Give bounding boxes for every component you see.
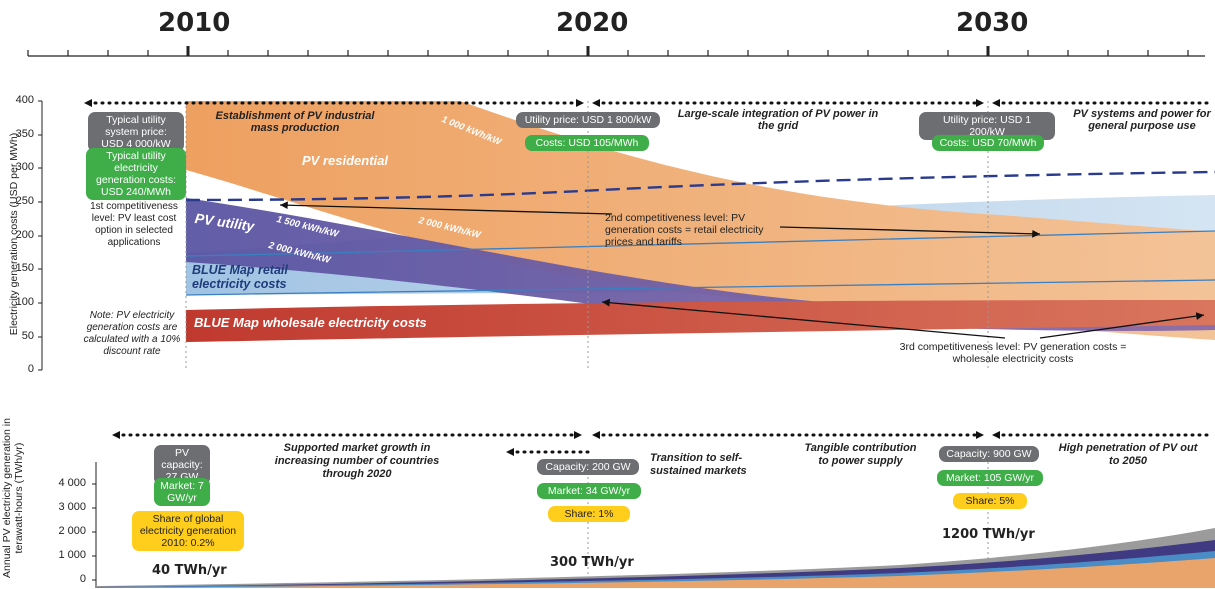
badge-share-2020: Share: 1% xyxy=(548,506,630,522)
y-tick-50: 50 xyxy=(21,330,34,342)
badge-cost-2010: Typical utility electricity generation c… xyxy=(86,148,186,200)
timeline-ruler xyxy=(27,46,1205,57)
year-2030: 2030 xyxy=(956,8,1029,38)
bottom-y-axis-label: Annual PV electricity generation in tera… xyxy=(1,418,25,578)
phase-tangible-contribution: Tangible contribution to power supply xyxy=(804,442,917,467)
b-tick-0: 0 xyxy=(79,573,86,585)
retail-label: BLUE Map retail electricity costs xyxy=(192,263,288,291)
phase-general-use: PV systems and power for general purpose… xyxy=(1073,108,1211,132)
phase-mass-production: Establishment of PV industrial mass prod… xyxy=(215,110,375,134)
phase-grid-integration: Large-scale integration of PV power in t… xyxy=(677,108,879,132)
bottom-chart xyxy=(92,431,1215,588)
b-tick-2000: 2 000 xyxy=(58,525,86,537)
badge-market-2010: Market: 7 GW/yr xyxy=(154,478,210,506)
year-2020: 2020 xyxy=(556,8,629,38)
value-2020: 300 TWh/yr xyxy=(550,555,634,570)
phase-self-sustained: Transition to self-sustained markets xyxy=(650,452,747,477)
phase-high-penetration: High penetration of PV out to 2050 xyxy=(1058,442,1198,467)
badge-share-2030: Share: 5% xyxy=(953,493,1027,509)
phase-market-growth: Supported market growth in increasing nu… xyxy=(274,442,440,480)
badge-cost-2020: Costs: USD 105/MWh xyxy=(525,135,649,151)
value-2030: 1200 TWh/yr xyxy=(942,527,1035,542)
b-tick-4000: 4 000 xyxy=(58,477,86,489)
badge-market-2030: Market: 105 GW/yr xyxy=(937,470,1043,486)
y-tick-150: 150 xyxy=(15,262,34,274)
y-tick-200: 200 xyxy=(15,229,34,241)
y-tick-350: 350 xyxy=(15,128,34,140)
pv-residential-band xyxy=(186,101,1215,340)
y-tick-0: 0 xyxy=(27,363,34,375)
y-tick-250: 250 xyxy=(15,195,34,207)
generation-orange-area xyxy=(96,558,1215,588)
b-tick-3000: 3 000 xyxy=(58,501,86,513)
pv-residential-label: PV residential xyxy=(302,153,388,168)
badge-utility-price-2020: Utility price: USD 1 800/kW xyxy=(516,112,660,128)
value-2010: 40 TWh/yr xyxy=(152,563,227,578)
y-tick-400: 400 xyxy=(15,94,34,106)
year-2010: 2010 xyxy=(158,8,231,38)
typical-cost-dashed-line xyxy=(185,170,1215,202)
wholesale-label: BLUE Map wholesale electricity costs xyxy=(194,315,427,330)
b-tick-1000: 1 000 xyxy=(58,549,86,561)
badge-cost-2030: Costs: USD 70/MWh xyxy=(932,135,1044,151)
second-competitiveness-note: 2nd competitiveness level: PV generation… xyxy=(605,212,764,248)
badge-capacity-2030: Capacity: 900 GW xyxy=(939,446,1039,462)
wholesale-cost-band xyxy=(186,300,1215,342)
third-competitiveness-note: 3rd competitiveness level: PV generation… xyxy=(899,341,1127,365)
badge-market-2020: Market: 34 GW/yr xyxy=(537,483,641,499)
badge-share-2010: Share of global electricity generation 2… xyxy=(132,511,244,551)
badge-capacity-2020: Capacity: 200 GW xyxy=(537,459,639,475)
top-chart xyxy=(38,99,1215,371)
first-competitiveness-note: 1st competitiveness level: PV least cost… xyxy=(90,201,178,248)
y-tick-300: 300 xyxy=(15,161,34,173)
y-tick-100: 100 xyxy=(15,296,34,308)
discount-rate-note: Note: PV electricity generation costs ar… xyxy=(83,310,181,357)
badge-utility-price-2010: Typical utility system price: USD 4 000/… xyxy=(88,112,184,152)
